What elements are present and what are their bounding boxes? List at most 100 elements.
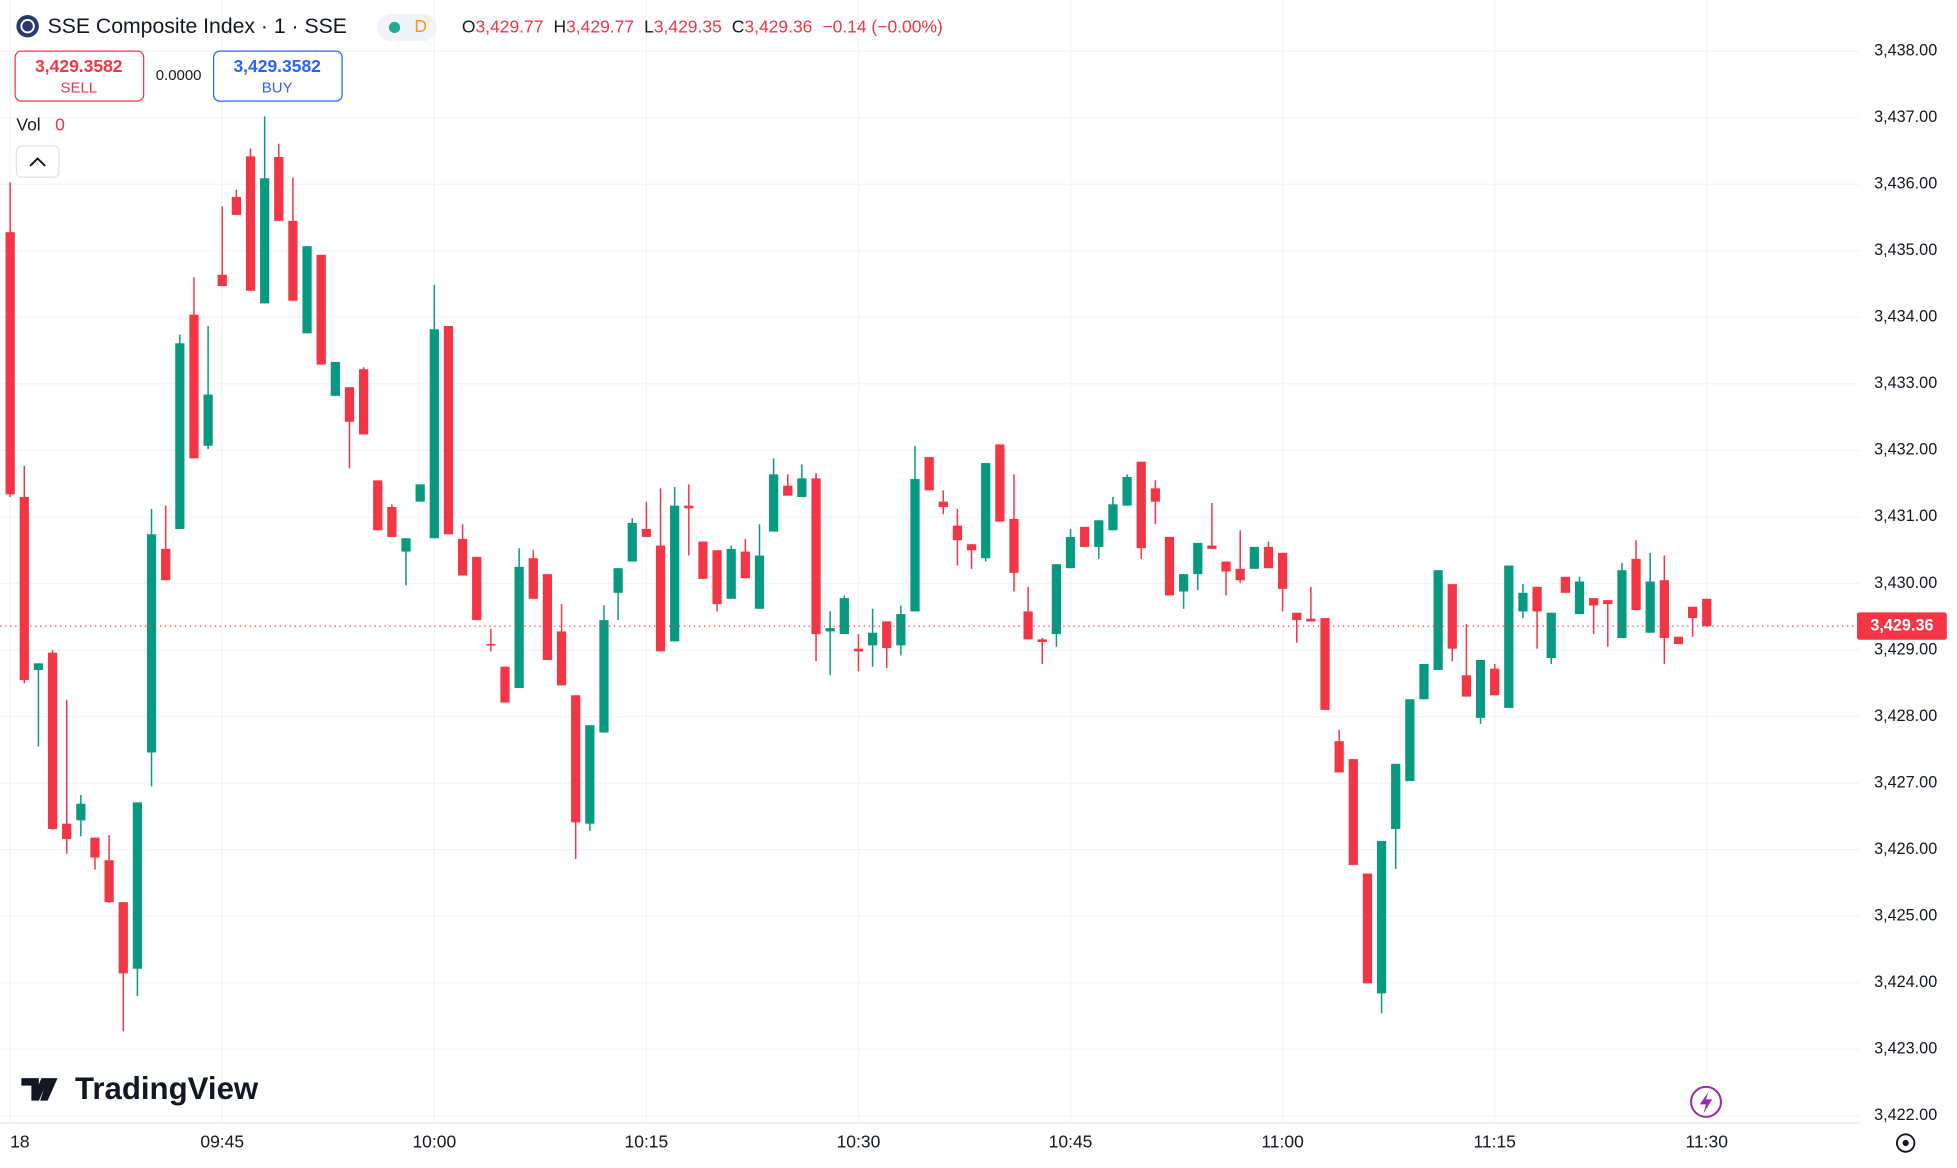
candle-body [839, 598, 849, 635]
candle-body [670, 505, 680, 642]
candle-body [1249, 546, 1259, 569]
candle-body [443, 326, 454, 535]
overlay: SSE Composite Index · 1 · SSE D O3,429.7… [14, 13, 1916, 1153]
candle-body [231, 196, 241, 215]
ohlc-value: 3,429.77 [475, 16, 543, 36]
settings-dot [1902, 1139, 1909, 1147]
sell-price: 3,429.3582 [35, 56, 123, 76]
ohlc-value: 3,429.36 [744, 16, 812, 36]
candle-body [528, 558, 538, 599]
candle-body [1391, 763, 1401, 830]
candle-body [1617, 570, 1627, 639]
candle-body [1193, 542, 1203, 575]
buy-label: BUY [262, 80, 293, 97]
candle-body [1362, 873, 1373, 984]
candle-body [1603, 600, 1613, 605]
y-tick-label: 3,428.00 [1874, 707, 1937, 725]
candle-body [1094, 520, 1104, 547]
y-tick-label: 3,431.00 [1874, 507, 1937, 525]
x-tick-label: 11:15 [1473, 1132, 1515, 1152]
y-tick-label: 3,437.00 [1874, 108, 1937, 126]
candle-body [47, 652, 58, 830]
x-tick-label: 11:30 [1686, 1132, 1729, 1152]
candle-body [599, 620, 609, 733]
x-tick-label: 10:45 [1049, 1132, 1093, 1152]
candle-body [556, 631, 567, 686]
sell-button[interactable] [14, 50, 145, 102]
candle-body [514, 566, 524, 688]
change: −0.14 (−0.00%) [822, 16, 942, 36]
candle-body [5, 232, 15, 495]
candle-body [684, 505, 694, 509]
candle-body [104, 860, 114, 903]
collapse-icon [29, 157, 46, 167]
buy-button[interactable] [212, 50, 343, 102]
y-tick-label: 3,426.00 [1874, 840, 1937, 858]
candle-body [161, 548, 171, 581]
candle-body [966, 544, 977, 551]
candle-body [217, 274, 227, 287]
candle-body [1376, 840, 1387, 994]
candle-body [1292, 612, 1302, 621]
candle-body [132, 802, 143, 969]
candle-body [302, 246, 312, 334]
volume-label: Vol [16, 115, 40, 135]
symbol-logo-ring [20, 19, 35, 34]
x-tick-label: 10:00 [412, 1132, 456, 1152]
candle-body [118, 902, 128, 974]
y-tick-label: 3,423.00 [1874, 1040, 1937, 1058]
candle-body [613, 568, 623, 593]
candle-body [76, 803, 86, 821]
candle-body [1589, 598, 1599, 606]
candle-body [1320, 618, 1330, 710]
candle-body [1207, 545, 1217, 549]
candle-body [344, 387, 355, 422]
candle-body [62, 823, 72, 839]
status-badge[interactable] [377, 13, 437, 42]
candle-body [740, 551, 750, 579]
y-tick-label: 3,427.00 [1874, 773, 1937, 791]
candle-body [203, 394, 213, 446]
candle-body [1574, 581, 1585, 615]
ohlc-value: 3,429.77 [566, 16, 634, 36]
candle-body [1164, 536, 1175, 596]
candle-body [1179, 574, 1189, 592]
candle-body [1461, 675, 1472, 697]
candle-body [373, 480, 383, 531]
candle-body [1687, 606, 1698, 619]
candle-body [1221, 561, 1231, 572]
candle-body [981, 463, 991, 559]
candle-body [641, 528, 651, 537]
candle-body [1673, 636, 1684, 645]
volume-value: 0 [55, 115, 65, 135]
tv-logo-text[interactable]: TradingView [75, 1071, 259, 1106]
candle-body [825, 628, 835, 632]
candle-body [1277, 552, 1288, 589]
lightning-icon [1699, 1091, 1713, 1114]
interval-badge: D [414, 16, 427, 36]
y-tick-label: 3,424.00 [1874, 973, 1937, 991]
candle-body [627, 522, 637, 562]
candle-body [245, 156, 256, 291]
settings-button[interactable] [1895, 1133, 1916, 1153]
candle-body [1546, 612, 1556, 659]
candle-body [952, 525, 963, 541]
candle-body [1108, 504, 1118, 531]
candle-body [542, 574, 553, 661]
candle-body [811, 478, 821, 635]
candle-body [1560, 576, 1570, 593]
collapse-button[interactable] [15, 145, 60, 178]
candle-body [1419, 663, 1429, 700]
candle-body [90, 837, 100, 858]
y-tick-label: 3,436.00 [1874, 175, 1937, 193]
candle-body [797, 478, 807, 498]
candle-body [189, 314, 199, 459]
symbol-title[interactable]: SSE Composite Index · 1 · SSE [48, 15, 347, 38]
candle-body [698, 541, 708, 579]
y-tick-label: 3,425.00 [1874, 906, 1937, 924]
candle-body [882, 621, 892, 649]
symbol-logo [16, 14, 39, 38]
candle-body [769, 474, 779, 532]
ohlc-key: H [553, 16, 566, 36]
